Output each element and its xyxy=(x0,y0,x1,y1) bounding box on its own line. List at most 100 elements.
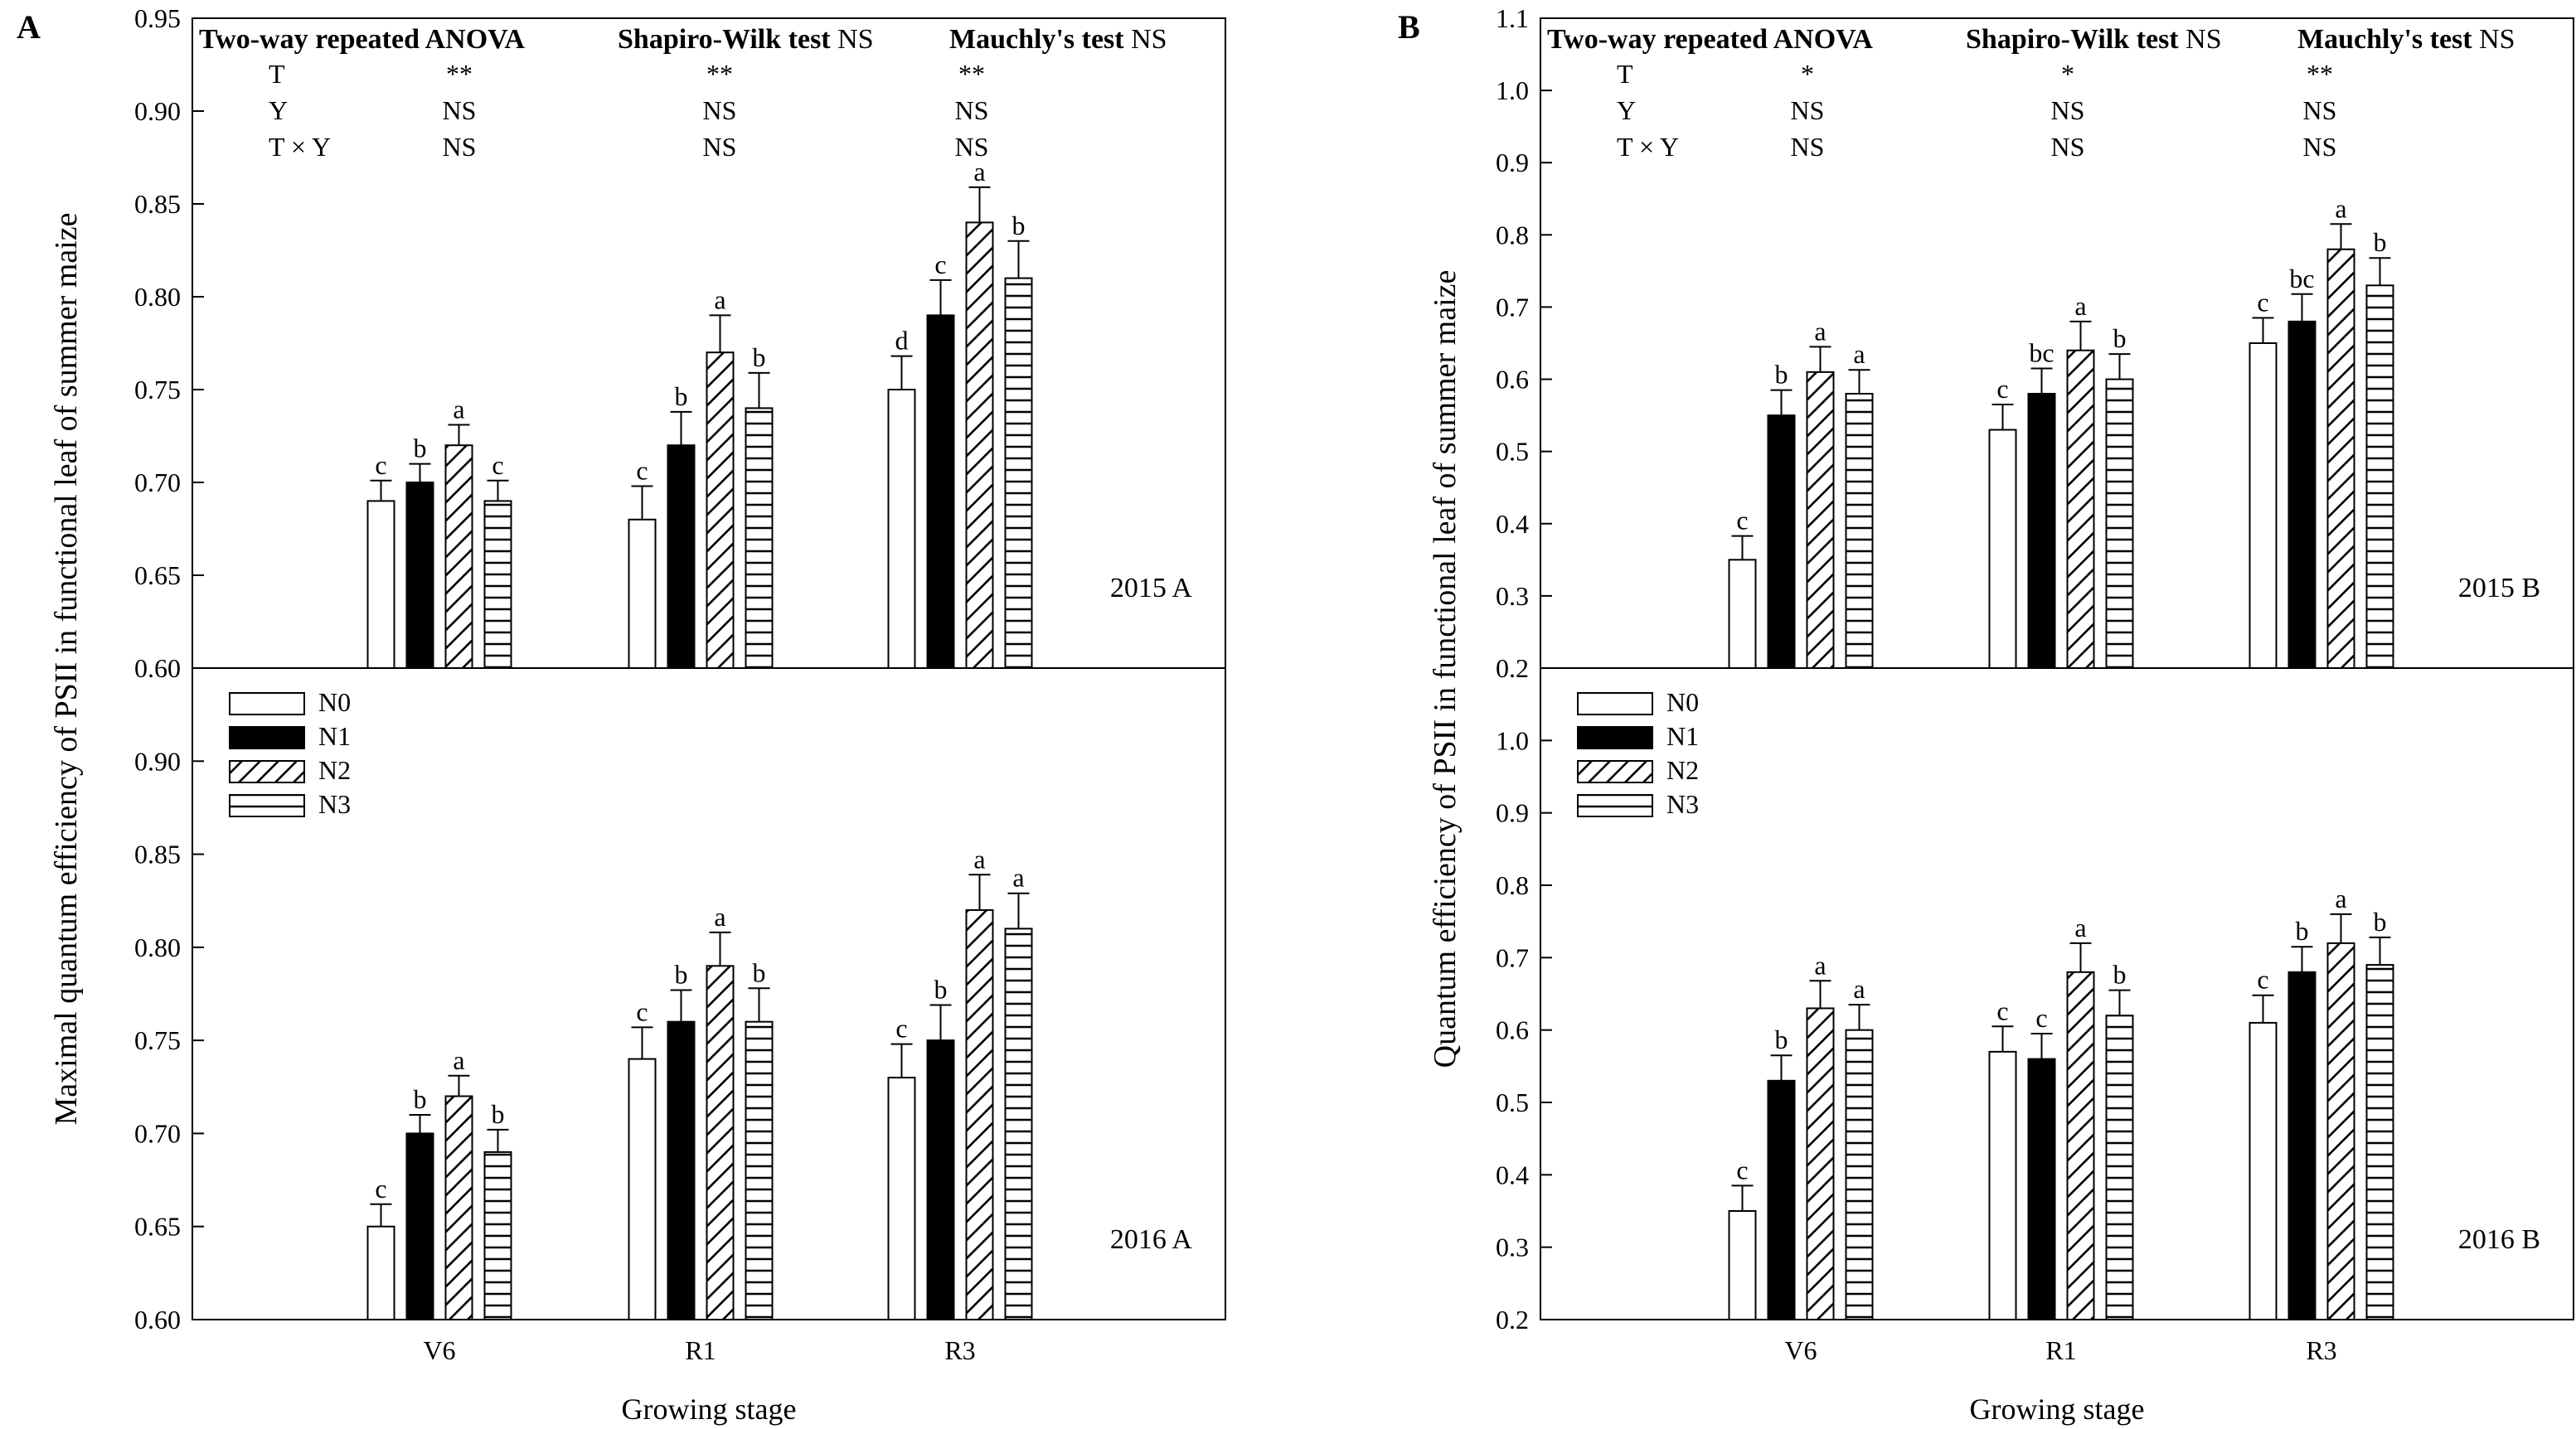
stats-value: ** xyxy=(2307,59,2333,89)
stats-value: NS xyxy=(1791,95,1825,125)
y-tick-label: 0.70 xyxy=(134,1118,181,1148)
bar-n1 xyxy=(2027,1058,2056,1320)
stats-row-label: T × Y xyxy=(1617,132,1679,162)
x-category-label: V6 xyxy=(423,1335,455,1365)
stats-value: NS xyxy=(703,132,737,162)
stats-value: NS xyxy=(443,95,477,125)
y-tick-label: 1.0 xyxy=(1496,75,1529,105)
bar-n1 xyxy=(1767,1079,1796,1321)
panel-B: B Quantum efficiency of PSII in functiona… xyxy=(1398,3,2574,1426)
y-tick-label: 0.80 xyxy=(134,932,181,962)
legend-swatch-n1 xyxy=(1577,726,1653,749)
subplot-label: 2015 B xyxy=(2458,573,2540,603)
bar-n2 xyxy=(706,351,735,669)
significance-letter: c xyxy=(2035,1003,2047,1033)
y-tick-label: 0.65 xyxy=(134,560,181,590)
y-tick-label: 0.70 xyxy=(134,467,181,497)
y-axis-title: Maximal quantum efficiency of PSII in fu… xyxy=(49,213,84,1126)
significance-letter: b xyxy=(2113,323,2127,353)
significance-letter: a xyxy=(2074,913,2086,942)
significance-letter: b xyxy=(1012,211,1026,240)
significance-letter: c xyxy=(1996,374,2008,404)
y-tick-label: 0.60 xyxy=(134,653,181,683)
bar-n0 xyxy=(2249,1021,2278,1321)
significance-letter: c xyxy=(375,1174,386,1204)
stats-header-bold: Two-way repeated ANOVA xyxy=(199,24,525,55)
bar-n1 xyxy=(405,482,434,669)
legend-label: N0 xyxy=(318,687,351,717)
x-category-label: V6 xyxy=(1784,1335,1817,1365)
stats-header-bold: Shapiro-Wilk test xyxy=(1966,24,2179,55)
bar-n3 xyxy=(1004,928,1033,1321)
bar-n2 xyxy=(444,444,473,669)
stats-row-label: T xyxy=(1617,59,1633,89)
stats-header: Two-way repeated ANOVA xyxy=(1547,24,1873,55)
significance-letter: a xyxy=(1853,339,1865,369)
y-tick-label: 0.9 xyxy=(1496,148,1529,177)
significance-letter: a xyxy=(1012,863,1024,893)
bar-n0 xyxy=(1728,559,1757,669)
legend-swatch-n2 xyxy=(1577,760,1653,783)
plot-frame xyxy=(1540,667,2574,1320)
y-tick-label: 0.8 xyxy=(1496,870,1529,900)
legend-swatch-n0 xyxy=(1577,692,1653,715)
bar-n2 xyxy=(706,965,735,1321)
legend-label: N1 xyxy=(1666,721,1699,751)
bar-n1 xyxy=(926,314,955,669)
significance-letter: c xyxy=(2257,965,2268,995)
x-category-label: R3 xyxy=(944,1335,975,1365)
bar-n0 xyxy=(366,500,395,670)
stats-value: * xyxy=(1801,59,1814,89)
legend-swatch-n1 xyxy=(229,726,305,749)
y-tick-label: 0.2 xyxy=(1496,653,1529,683)
stats-value: NS xyxy=(955,95,989,125)
y-tick-label: 0.85 xyxy=(134,189,181,219)
y-tick-label: 0.9 xyxy=(1496,798,1529,828)
significance-letter: a xyxy=(1853,974,1865,1004)
significance-letter: a xyxy=(1814,316,1826,346)
bar-n2 xyxy=(965,908,994,1320)
bar-n1 xyxy=(2287,320,2316,669)
bar-n1 xyxy=(926,1039,955,1320)
y-tick-label: 0.80 xyxy=(134,282,181,312)
stats-header: Shapiro-Wilk test NS xyxy=(618,24,874,55)
bar-n2 xyxy=(2326,248,2355,669)
significance-letter: a xyxy=(2074,291,2086,321)
y-tick-label: 0.5 xyxy=(1496,437,1529,467)
significance-letter: b xyxy=(492,1099,505,1129)
bar-n0 xyxy=(1988,1050,2017,1321)
subplot-label: 2016 A xyxy=(1110,1224,1193,1255)
significance-letter: a xyxy=(973,844,985,874)
stats-header-normal: NS xyxy=(2179,24,2222,55)
subplot-label: 2015 A xyxy=(1110,573,1193,603)
x-category-label: R1 xyxy=(2045,1335,2076,1365)
significance-letter: bc xyxy=(2029,337,2054,367)
significance-letter: b xyxy=(2374,227,2387,257)
legend-swatch-n3 xyxy=(1577,794,1653,817)
stats-value: NS xyxy=(1791,132,1825,162)
stats-row-label: T xyxy=(269,59,285,89)
stats-header-bold: Mauchly's test xyxy=(2297,24,2472,55)
significance-letter: b xyxy=(934,974,948,1004)
significance-letter: b xyxy=(1775,360,1788,390)
stats-header: Mauchly's test NS xyxy=(2297,24,2515,55)
subplot-label: 2016 B xyxy=(2458,1224,2540,1255)
bar-n0 xyxy=(628,1058,657,1320)
significance-letter: c xyxy=(934,249,946,279)
bar-n0 xyxy=(887,389,916,669)
bar-n0 xyxy=(366,1225,395,1320)
legend-label: N2 xyxy=(318,755,351,785)
bar-n3 xyxy=(2105,378,2134,669)
bar-n3 xyxy=(483,1150,512,1321)
y-tick-label: 0.6 xyxy=(1496,365,1529,395)
significance-letter: b xyxy=(753,957,766,987)
bar-n2 xyxy=(444,1095,473,1320)
legend-swatch-n0 xyxy=(229,692,305,715)
stats-value: ** xyxy=(706,59,733,89)
significance-letter: c xyxy=(492,450,503,480)
bar-n2 xyxy=(1806,371,1835,669)
significance-letter: b xyxy=(414,1084,427,1114)
